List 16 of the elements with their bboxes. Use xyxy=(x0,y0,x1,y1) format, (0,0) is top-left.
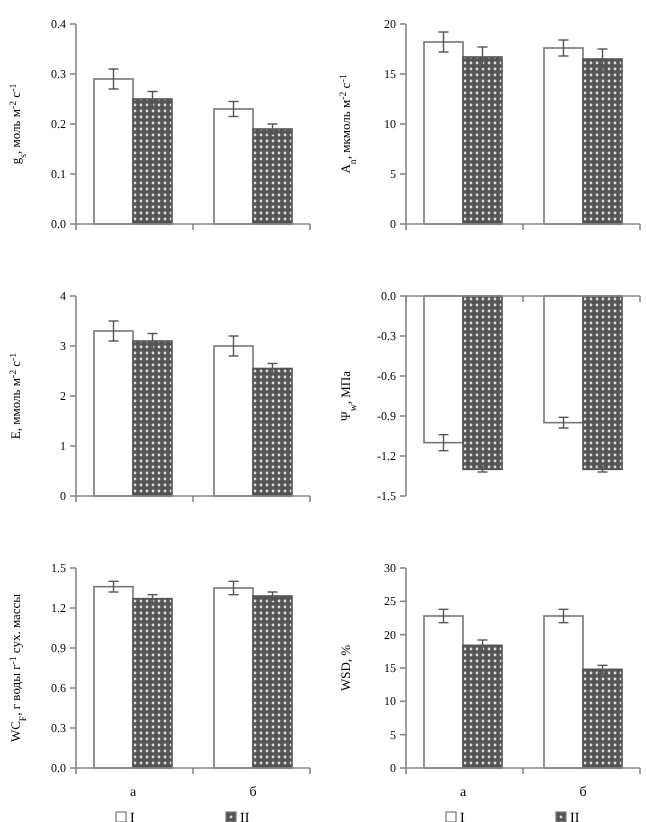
bar xyxy=(93,330,134,497)
bar xyxy=(543,47,584,225)
bar xyxy=(213,345,254,497)
bar xyxy=(423,41,464,225)
bar xyxy=(252,128,293,225)
bar xyxy=(462,644,503,769)
bar xyxy=(93,78,134,225)
bar xyxy=(213,108,254,225)
bar xyxy=(462,56,503,225)
bar xyxy=(423,615,464,769)
bar xyxy=(582,58,623,225)
bar xyxy=(132,98,173,225)
bar xyxy=(132,340,173,497)
bar xyxy=(252,367,293,497)
bar xyxy=(543,615,584,769)
bar xyxy=(582,668,623,769)
